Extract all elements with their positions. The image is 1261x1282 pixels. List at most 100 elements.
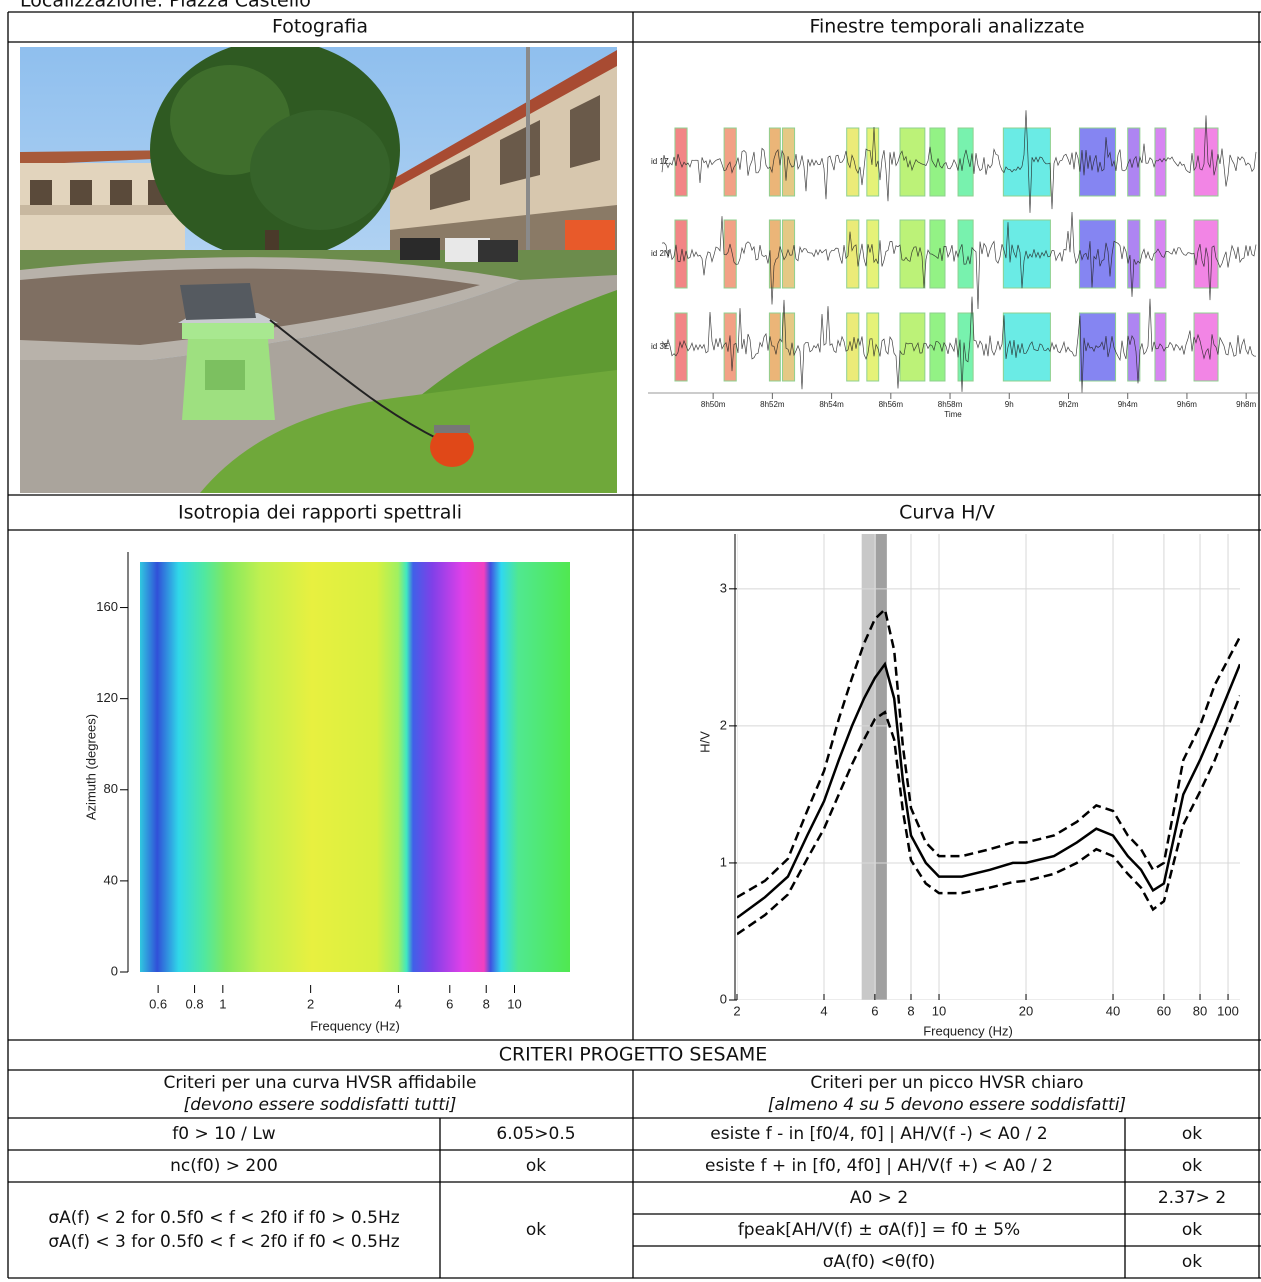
x-tick-label: 4 — [395, 996, 402, 1011]
time-window — [1194, 313, 1218, 381]
result: 6.05>0.5 — [496, 1124, 575, 1144]
time-window — [1128, 220, 1140, 288]
criteria-subtitle: [almeno 4 su 5 devono essere soddisfatti… — [768, 1095, 1126, 1115]
time-window — [675, 313, 687, 381]
time-window — [724, 313, 736, 381]
criterion: esiste f + in [f0, 4f0] | AH/V(f +) < A0… — [705, 1156, 1053, 1176]
x-tick-label: 10 — [932, 1003, 946, 1018]
x-tick-label: 20 — [1019, 1003, 1033, 1018]
plot-area — [737, 534, 1240, 1000]
result: 2.37> 2 — [1158, 1188, 1226, 1208]
criterion: nc(f0) > 200 — [170, 1156, 278, 1176]
result: ok — [526, 1220, 546, 1240]
result: ok — [1182, 1220, 1202, 1240]
time-window — [782, 220, 794, 288]
time-window — [1194, 128, 1218, 196]
x-tick-label: 60 — [1157, 1003, 1171, 1018]
time-window — [769, 128, 780, 196]
x-tick-label: 80 — [1193, 1003, 1207, 1018]
x-tick-label: 2 — [307, 996, 314, 1011]
time-window — [900, 128, 925, 196]
result: ok — [1182, 1156, 1202, 1176]
y-axis-label: H/V — [697, 731, 712, 753]
section-title: Fotografia — [272, 16, 368, 38]
criterion: f0 > 10 / Lw — [172, 1124, 275, 1144]
section-title: Curva H/V — [899, 502, 995, 524]
x-tick-label: 8h52m — [760, 400, 785, 409]
x-tick-label: 40 — [1106, 1003, 1120, 1018]
time-window — [958, 220, 973, 288]
x-tick-label: 2 — [733, 1003, 740, 1018]
trace-label: id 2N — [651, 249, 670, 258]
criterion: A0 > 2 — [850, 1188, 908, 1208]
x-tick-label: 0.8 — [186, 996, 204, 1011]
x-axis-label: Frequency (Hz) — [310, 1018, 400, 1033]
confidence-line — [737, 609, 1240, 897]
y-tick-label: 0 — [111, 963, 118, 978]
time-window — [1155, 128, 1166, 196]
time-window — [1128, 313, 1140, 381]
criterion: σA(f0) <θ(f0) — [823, 1252, 936, 1272]
result: ok — [1182, 1252, 1202, 1272]
criterion: σA(f) < 2 for 0.5f0 < f < 2f0 if f0 > 0.… — [48, 1208, 399, 1228]
x-tick-label: 8h58m — [938, 400, 963, 409]
time-window — [867, 128, 879, 196]
x-tick-label: 4 — [820, 1003, 827, 1018]
y-tick-label: 120 — [96, 690, 118, 705]
criterion: fpeak[AH/V(f) ± σA(f)] = f0 ± 5% — [738, 1220, 1020, 1240]
confidence-line — [737, 696, 1240, 935]
y-tick-label: 80 — [104, 781, 118, 796]
x-tick-label: 9h6m — [1177, 400, 1197, 409]
document: Localizzazione: Piazza Castello Fotograf… — [0, 0, 1261, 1282]
peak-band — [876, 534, 887, 1000]
x-tick-label: 8 — [907, 1003, 914, 1018]
y-tick-label: 1 — [720, 854, 727, 869]
criteria-subtitle: [devono essere soddisfatti tutti] — [184, 1095, 457, 1115]
time-window — [724, 220, 736, 288]
x-axis-label: Frequency (Hz) — [923, 1023, 1013, 1038]
hv-line — [737, 664, 1240, 918]
x-tick-label: 8h56m — [879, 400, 904, 409]
x-tick-label: 1 — [219, 996, 226, 1011]
windows-chart: id 1Z id 2N id 3E 8h50m 8h52m 8h54m 8h56m 8h58m… — [648, 110, 1258, 419]
x-tick-label: 8h54m — [819, 400, 844, 409]
location: Localizzazione: Piazza Castello — [20, 0, 311, 12]
time-window — [1003, 313, 1050, 381]
x-tick-label: 8h50m — [701, 400, 726, 409]
y-tick-label: 2 — [720, 717, 727, 732]
x-tick-label: 6 — [446, 996, 453, 1011]
section-title: Finestre temporali analizzate — [809, 16, 1084, 38]
y-tick-label: 0 — [720, 991, 727, 1006]
x-tick-label: 10 — [507, 996, 521, 1011]
x-tick-label: 9h8m — [1236, 400, 1256, 409]
x-tick-label: 9h — [1005, 400, 1014, 409]
criteria-title: Criteri per un picco HVSR chiaro — [810, 1073, 1083, 1093]
x-tick-label: 8 — [483, 996, 490, 1011]
result: ok — [526, 1156, 546, 1176]
photo — [20, 40, 617, 493]
result: ok — [1182, 1124, 1202, 1144]
time-window — [1128, 128, 1140, 196]
x-axis-label: Time — [944, 410, 962, 419]
time-window — [769, 313, 780, 381]
criterion: σA(f) < 3 for 0.5f0 < f < 2f0 if f0 < 0.… — [48, 1232, 399, 1252]
section-title: Isotropia dei rapporti spettrali — [178, 502, 462, 524]
x-tick-label: 9h4m — [1118, 400, 1138, 409]
peak-band — [862, 534, 876, 1000]
y-axis-label: Azimuth (degrees) — [83, 714, 98, 820]
trace-label: id 1Z — [651, 157, 669, 166]
y-tick-label: 3 — [720, 580, 727, 595]
time-window — [847, 128, 859, 196]
x-tick-label: 9h2m — [1058, 400, 1078, 409]
x-tick-label: 100 — [1217, 1003, 1239, 1018]
trace-label: id 3E — [651, 342, 669, 351]
x-tick-label: 6 — [871, 1003, 878, 1018]
time-window — [1155, 313, 1166, 381]
hv-chart: 2 4 6 8 10 20 40 60 80 100 0 1 2 3 Frequency (Hz) H/V — [697, 534, 1240, 1038]
time-window — [900, 313, 925, 381]
y-tick-label: 40 — [104, 872, 118, 887]
heatmap — [140, 562, 570, 972]
y-tick-label: 160 — [96, 599, 118, 614]
page: {"header": {"location": "Localizzazione:… — [0, 0, 1261, 1282]
